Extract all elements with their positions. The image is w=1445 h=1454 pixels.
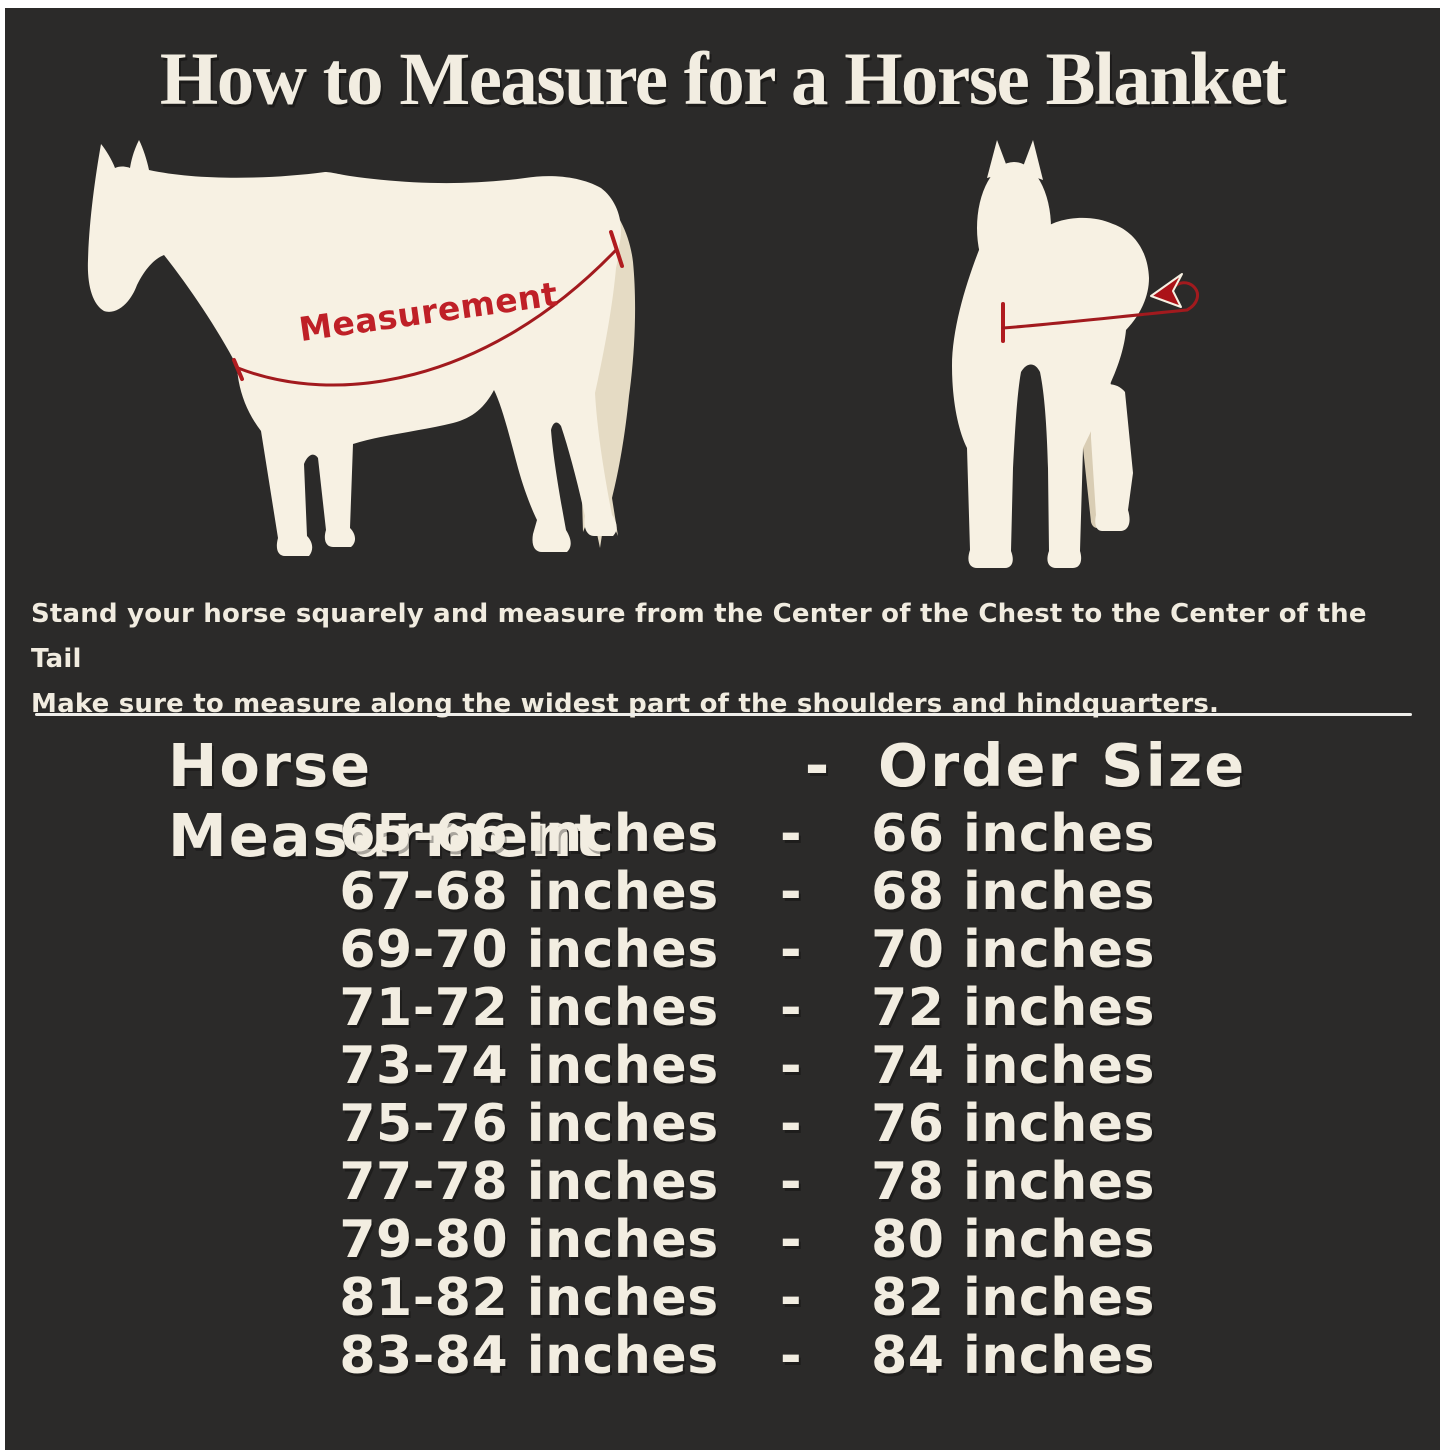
measurement-start-tick bbox=[232, 358, 244, 381]
horse-measurement-value: 83-84 inches bbox=[339, 1326, 719, 1386]
header-separator: - bbox=[804, 731, 832, 800]
order-size-value: 68 inches bbox=[871, 862, 1155, 922]
row-separator: - bbox=[779, 1094, 803, 1154]
table-row: 75-76 inches - 76 inches bbox=[309, 1095, 1440, 1153]
table-row: 67-68 inches - 68 inches bbox=[309, 863, 1440, 921]
front-view-horse-illustration bbox=[952, 140, 1200, 568]
size-table: 65-66 inches - 66 inches 67-68 inches - … bbox=[5, 805, 1440, 1385]
table-row: 69-70 inches - 70 inches bbox=[309, 921, 1440, 979]
order-size-value: 80 inches bbox=[871, 1210, 1155, 1270]
order-size-value: 82 inches bbox=[871, 1268, 1155, 1328]
table-row: 81-82 inches - 82 inches bbox=[309, 1269, 1440, 1327]
table-row: 83-84 inches - 84 inches bbox=[309, 1327, 1440, 1385]
instructions-text: Stand your horse squarely and measure fr… bbox=[31, 592, 1421, 727]
divider-line bbox=[35, 713, 1412, 716]
order-size-value: 74 inches bbox=[871, 1036, 1155, 1096]
order-size-value: 66 inches bbox=[871, 804, 1155, 864]
hind-leg bbox=[1091, 384, 1133, 531]
horse-body-side bbox=[87, 140, 621, 556]
row-separator: - bbox=[779, 804, 803, 864]
row-separator: - bbox=[779, 1268, 803, 1328]
row-separator: - bbox=[779, 1152, 803, 1212]
infographic-panel: How to Measure for a Horse Blanket Measu… bbox=[5, 8, 1440, 1450]
header-horse-measurement: Horse Measurment bbox=[168, 731, 605, 870]
side-view-horse-illustration: Measurement bbox=[87, 140, 636, 556]
header-order-size: Order Size bbox=[878, 731, 1247, 800]
order-size-value: 76 inches bbox=[871, 1094, 1155, 1154]
horse-head-front bbox=[977, 162, 1051, 294]
instructions-line-1: Stand your horse squarely and measure fr… bbox=[31, 599, 1367, 674]
table-row: 79-80 inches - 80 inches bbox=[309, 1211, 1440, 1269]
girth-line bbox=[1001, 281, 1200, 330]
row-separator: - bbox=[779, 1210, 803, 1270]
horse-illustrations: Measurement bbox=[5, 138, 1440, 588]
horse-measurement-value: 69-70 inches bbox=[339, 920, 719, 980]
horse-measurement-value: 65-66 inches bbox=[339, 804, 719, 864]
horse-measurement-value: 77-78 inches bbox=[339, 1152, 719, 1212]
order-size-value: 70 inches bbox=[871, 920, 1155, 980]
table-row: 73-74 inches - 74 inches bbox=[309, 1037, 1440, 1095]
horse-measurement-value: 79-80 inches bbox=[339, 1210, 719, 1270]
order-size-value: 78 inches bbox=[871, 1152, 1155, 1212]
row-separator: - bbox=[779, 1326, 803, 1386]
row-separator: - bbox=[779, 920, 803, 980]
instructions-line-2: Make sure to measure along the widest pa… bbox=[31, 689, 1220, 719]
horse-measurement-value: 67-68 inches bbox=[339, 862, 719, 922]
table-row: 65-66 inches - 66 inches bbox=[309, 805, 1440, 863]
row-separator: - bbox=[779, 862, 803, 922]
size-table-header: Horse Measurment - Order Size bbox=[5, 731, 1440, 871]
table-row: 77-78 inches - 78 inches bbox=[309, 1153, 1440, 1211]
order-size-value: 72 inches bbox=[871, 978, 1155, 1038]
order-size-value: 84 inches bbox=[871, 1326, 1155, 1386]
girth-wrap-arrow bbox=[1150, 273, 1183, 308]
row-separator: - bbox=[779, 1036, 803, 1096]
horse-measurement-value: 73-74 inches bbox=[339, 1036, 719, 1096]
horse-measurement-value: 71-72 inches bbox=[339, 978, 719, 1038]
measurement-line bbox=[236, 248, 618, 387]
measurement-end-tick bbox=[609, 230, 624, 268]
page-title: How to Measure for a Horse Blanket bbox=[159, 38, 1287, 121]
horse-measurement-value: 75-76 inches bbox=[339, 1094, 719, 1154]
row-separator: - bbox=[779, 978, 803, 1038]
horse-measurement-value: 81-82 inches bbox=[339, 1268, 719, 1328]
table-row: 71-72 inches - 72 inches bbox=[309, 979, 1440, 1037]
